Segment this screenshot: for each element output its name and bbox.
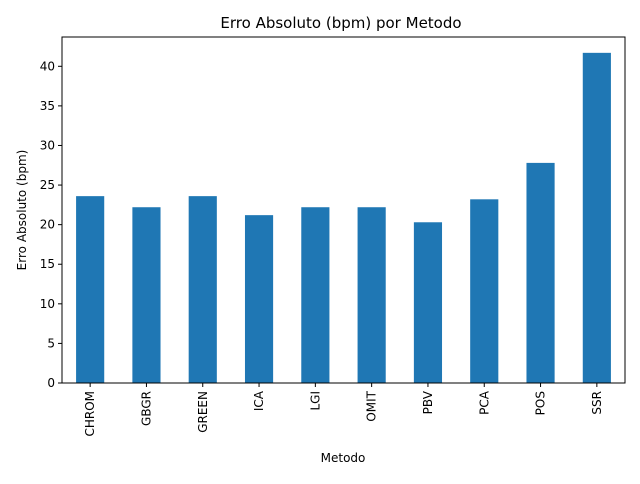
x-tick-label: PBV (421, 390, 435, 414)
y-tick-label: 10 (40, 297, 55, 311)
y-axis-ticks: 0 5 10 15 20 25 30 35 40 (40, 59, 62, 390)
x-tick-label: CHROM (83, 391, 97, 437)
bar-chrom (76, 196, 105, 383)
x-axis-label: Metodo (321, 451, 366, 465)
x-tick-label: GBGR (139, 391, 153, 426)
x-tick-label: ICA (252, 390, 266, 411)
x-tick-label: SSR (590, 391, 604, 415)
y-tick-label: 0 (47, 376, 55, 390)
bar-pbv (413, 222, 443, 383)
bar-pos (526, 162, 555, 383)
y-tick-label: 25 (40, 178, 55, 192)
plot-frame (61, 36, 626, 384)
bar-gbgr (132, 207, 161, 383)
bar-ica (244, 215, 274, 383)
bar-ssr (582, 52, 611, 384)
y-tick-label: 15 (40, 257, 55, 271)
bars (76, 52, 611, 384)
y-tick-label: 40 (40, 59, 55, 73)
x-tick-label: PCA (477, 390, 491, 415)
y-tick-label: 30 (40, 138, 55, 152)
x-axis-ticks: CHROM GBGR GREEN ICA LGI OMIT PBV PCA POS SSR (83, 383, 604, 437)
x-tick-label: OMIT (365, 390, 379, 421)
chart-title: Erro Absoluto (bpm) por Metodo (220, 14, 461, 32)
bar-pca (470, 199, 499, 383)
bar-omit (357, 207, 386, 383)
x-tick-label: POS (534, 391, 548, 415)
y-axis-label: Erro Absoluto (bpm) (15, 150, 29, 271)
bar-green (188, 196, 217, 383)
y-tick-label: 5 (47, 336, 55, 350)
y-tick-label: 35 (40, 99, 55, 113)
y-tick-label: 20 (40, 218, 55, 232)
x-tick-label: LGI (308, 391, 322, 411)
x-tick-label: GREEN (196, 391, 210, 433)
bar-lgi (301, 207, 330, 383)
